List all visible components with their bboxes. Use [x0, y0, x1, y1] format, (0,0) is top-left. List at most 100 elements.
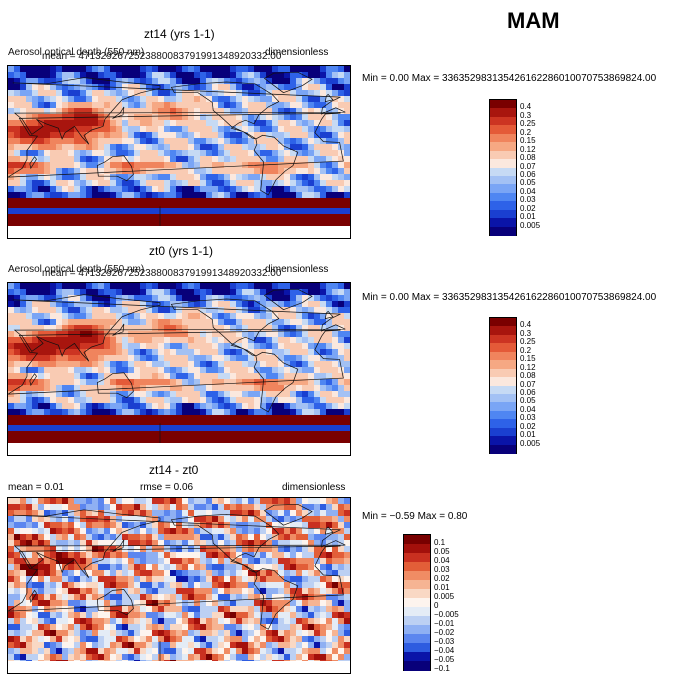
heatmap-cell [182, 174, 189, 181]
heatmap-cell [158, 349, 165, 356]
heatmap-cell [128, 325, 135, 332]
heatmap-cell [116, 120, 123, 127]
heatmap-cell [230, 90, 237, 97]
colorbar-2-swatch [490, 402, 516, 412]
coastline [253, 568, 299, 630]
heatmap-cell [86, 343, 93, 350]
heatmap-cell [152, 192, 159, 199]
heatmap-cell [68, 439, 75, 446]
heatmap-cell [20, 126, 27, 133]
heatmap-cell [14, 132, 21, 139]
heatmap-cell [104, 642, 111, 649]
heatmap-cell [224, 522, 231, 529]
coastline [324, 526, 334, 535]
heatmap-cell [212, 325, 219, 332]
heatmap-cell [32, 349, 39, 356]
colorbar-1-label: 0.15 [520, 136, 536, 146]
heatmap-cell [326, 594, 333, 601]
heatmap-cell [62, 319, 69, 326]
heatmap-cell [308, 654, 315, 661]
heatmap-cell [302, 552, 309, 559]
heatmap-cell [182, 564, 189, 571]
heatmap-cell [344, 397, 350, 404]
heatmap-cell [218, 403, 225, 410]
heatmap-cell [26, 367, 33, 374]
heatmap-cell [104, 222, 111, 229]
heatmap-cell [158, 439, 165, 446]
heatmap-cell [140, 319, 147, 326]
heatmap-cell [344, 343, 350, 350]
heatmap-cell [74, 612, 81, 619]
heatmap-cell [152, 385, 159, 392]
heatmap-cell [134, 612, 141, 619]
heatmap-cell [68, 319, 75, 326]
heatmap-cell [164, 114, 171, 121]
heatmap-cell [212, 403, 219, 410]
heatmap-cell [176, 349, 183, 356]
heatmap-cell [236, 84, 243, 91]
heatmap-cell [44, 624, 51, 631]
heatmap-cell [320, 612, 327, 619]
heatmap-cell [278, 630, 285, 637]
colorbar-2-label: 0.03 [520, 413, 536, 423]
heatmap-cell [20, 313, 27, 320]
heatmap-cell [68, 138, 75, 145]
heatmap-cell [68, 126, 75, 133]
heatmap-cell [266, 307, 273, 314]
heatmap-cell [164, 168, 171, 175]
heatmap-cell [212, 337, 219, 344]
heatmap-cell [152, 204, 159, 211]
heatmap-cell [32, 138, 39, 145]
heatmap-cell [344, 349, 350, 356]
heatmap-cell [308, 504, 315, 511]
heatmap-cell [266, 72, 273, 79]
heatmap-cell [44, 289, 51, 296]
heatmap-cell [182, 630, 189, 637]
heatmap-cell [230, 168, 237, 175]
colorbar-2-swatch [490, 393, 516, 403]
heatmap-cell [32, 156, 39, 163]
heatmap-cell [26, 546, 33, 553]
heatmap-cell [344, 66, 350, 73]
heatmap-cell [128, 283, 135, 290]
heatmap-cell [326, 168, 333, 175]
heatmap-cell [8, 534, 15, 541]
heatmap-cell [8, 90, 15, 97]
heatmap-cell [284, 385, 291, 392]
heatmap-cell [140, 421, 147, 428]
heatmap-cell [26, 313, 33, 320]
heatmap-cell [110, 391, 117, 398]
heatmap-cell [302, 186, 309, 193]
heatmap-cell [56, 630, 63, 637]
heatmap-cell [104, 415, 111, 422]
heatmap-cell [182, 114, 189, 121]
heatmap-cell [146, 421, 153, 428]
heatmap-cell [326, 289, 333, 296]
heatmap-cell [200, 138, 207, 145]
heatmap-cell [308, 546, 315, 553]
heatmap-cell [164, 373, 171, 380]
heatmap-cell [104, 156, 111, 163]
heatmap-cell [122, 576, 129, 583]
heatmap-cell [128, 301, 135, 308]
heatmap-cell [104, 654, 111, 661]
heatmap-cell [242, 192, 249, 199]
heatmap-cell [224, 162, 231, 169]
heatmap-cell [50, 409, 57, 416]
heatmap-cell [92, 648, 99, 655]
heatmap-cell [242, 498, 249, 505]
heatmap-cell [194, 138, 201, 145]
heatmap-cell [134, 391, 141, 398]
heatmap-cell [128, 84, 135, 91]
heatmap-cell [44, 132, 51, 139]
colorbar-2-label: 0.05 [520, 396, 536, 406]
heatmap-cell [110, 528, 117, 535]
heatmap-cell [290, 150, 297, 157]
heatmap-cell [158, 301, 165, 308]
heatmap-cell [212, 558, 219, 565]
heatmap-cell [296, 510, 303, 517]
heatmap-cell [344, 618, 350, 625]
heatmap-cell [164, 642, 171, 649]
heatmap-cell [74, 391, 81, 398]
heatmap-cell [254, 504, 261, 511]
